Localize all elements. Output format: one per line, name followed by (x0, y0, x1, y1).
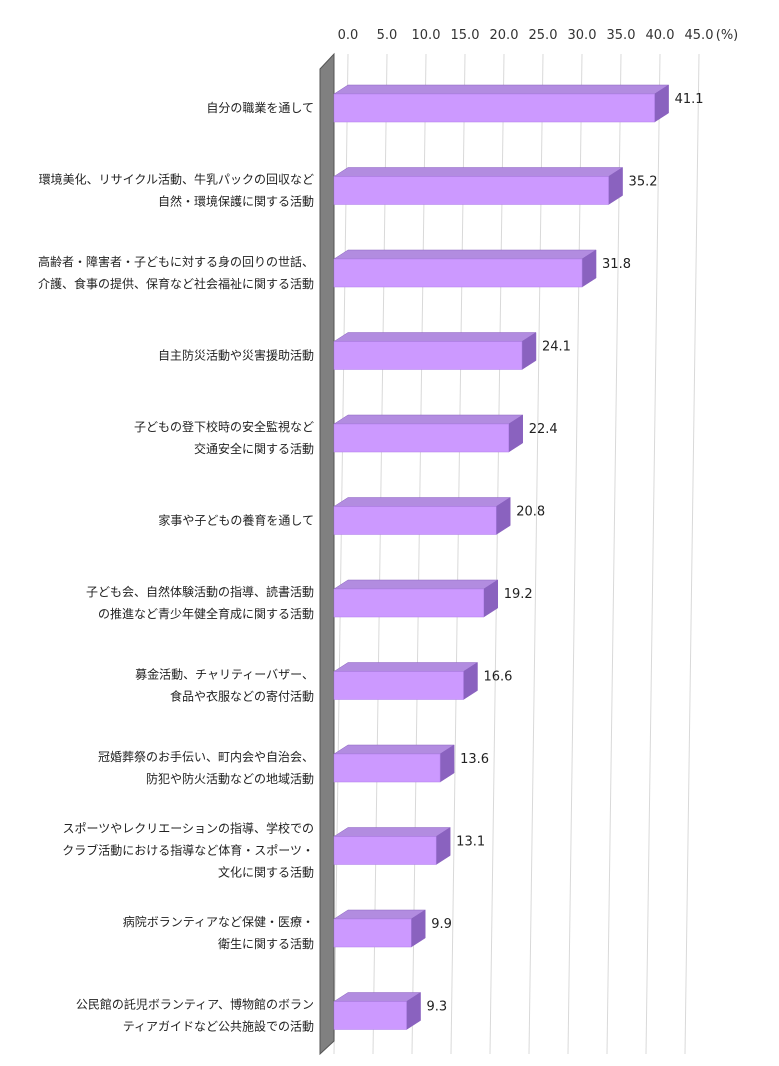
bar-top-face (333, 744, 455, 755)
bar-value-label: 9.3 (427, 1000, 448, 1015)
unit-label: (%) (716, 28, 739, 43)
bar-value-label: 35.2 (629, 175, 658, 190)
bar (333, 497, 512, 535)
bar-top-face (333, 827, 452, 837)
bar (333, 414, 524, 453)
gridline (567, 53, 583, 1055)
bar-value-label: 13.1 (456, 835, 485, 850)
bar-value-label: 31.8 (602, 257, 631, 272)
chart-wall (319, 52, 335, 1056)
bar-top-face (333, 909, 427, 920)
gridline (645, 53, 661, 1055)
bar-value-label: 24.1 (542, 340, 571, 355)
bar (333, 579, 499, 618)
bar-top-face (333, 414, 524, 425)
category-label: 高齢者・障害者・子どもに対する身の回りの世話、介護、食事の提供、保育など社会福祉… (38, 254, 314, 291)
gridline (489, 53, 505, 1055)
bar-front-face (333, 918, 412, 948)
category-label: 家事や子どもの養育を通して (158, 513, 314, 528)
category-label: 募金活動、チャリティーバザー、食品や衣服などの寄付活動 (135, 667, 314, 704)
category-label: 子どもの登下校時の安全監視など交通安全に関する活動 (134, 419, 314, 456)
bars (333, 84, 670, 1030)
bar (333, 662, 479, 700)
bar-front-face (333, 176, 609, 205)
bar-top-face (333, 84, 670, 95)
bar-value-label: 16.6 (483, 670, 512, 685)
bar-value-label: 20.8 (516, 505, 545, 520)
bar-front-face (333, 258, 583, 288)
bar-top-face (333, 662, 479, 672)
x-tick-label: 20.0 (490, 28, 519, 43)
category-label: スポーツやレクリエーションの指導、学校でのクラブ活動における指導など体育・スポー… (62, 821, 314, 880)
bar-front-face (333, 93, 655, 123)
bar (333, 249, 597, 288)
category-label: 自主防災活動や災害援助活動 (158, 348, 314, 363)
bar-front-face (333, 1001, 407, 1030)
category-label: 自分の職業を通して (206, 101, 314, 115)
x-tick-label: 15.0 (451, 28, 480, 43)
bar (333, 992, 422, 1030)
gridline (372, 53, 388, 1055)
bar-top-face (333, 992, 422, 1002)
x-tick-label: 30.0 (568, 28, 597, 43)
bar-front-face (333, 423, 509, 453)
x-tick-label: 45.0 (685, 28, 714, 43)
grid-lines (333, 53, 700, 1055)
gridline (411, 53, 427, 1055)
gridline (528, 53, 544, 1055)
bar (333, 167, 624, 205)
bar-front-face (333, 753, 441, 783)
gridline (333, 53, 349, 1055)
bar (333, 909, 427, 948)
bar-top-face (333, 579, 499, 590)
bar (333, 827, 452, 865)
gridline (450, 53, 466, 1055)
bar (333, 84, 670, 123)
x-tick-label: 0.0 (338, 28, 359, 43)
gridline (684, 53, 700, 1055)
x-tick-label: 35.0 (607, 28, 636, 43)
side-wall (319, 52, 335, 1056)
bar-front-face (333, 588, 485, 618)
category-label: 環境美化、リサイクル活動、牛乳パックの回収など自然・環境保護に関する活動 (39, 172, 314, 209)
bar-value-label: 19.2 (504, 587, 533, 602)
x-tick-label: 5.0 (377, 28, 398, 43)
bar-front-face (333, 341, 523, 370)
x-tick-label: 25.0 (529, 28, 558, 43)
bar-top-face (333, 249, 597, 260)
bar-value-label: 13.6 (460, 752, 489, 767)
category-label: 冠婚葬祭のお手伝い、町内会や自治会、防犯や防火活動などの地域活動 (98, 750, 314, 786)
bar-front-face (333, 506, 497, 535)
bar-front-face (333, 836, 437, 865)
x-tick-label: 10.0 (412, 28, 441, 43)
x-axis-ticks: 0.0 5.0 10.0 15.0 20.0 25.0 30.0 35.0 40.0 45.0 (338, 28, 714, 43)
bar-top-face (333, 167, 624, 177)
bar-value-label: 41.1 (675, 92, 704, 107)
gridline (606, 53, 622, 1055)
bar-value-label: 22.4 (529, 422, 558, 437)
bar-top-face (333, 497, 512, 507)
category-label: 病院ボランティアなど保健・医療・衛生に関する活動 (123, 914, 314, 951)
bar-front-face (333, 671, 464, 700)
bar (333, 744, 455, 783)
bar-top-face (333, 332, 537, 342)
value-labels: 41.1 35.2 31.8 24.1 22.4 20.8 19.2 16.6 13.6 13.1… (427, 92, 704, 1015)
category-label: 子ども会、自然体験活動の指導、読書活動の推進など青少年健全育成に関する活動 (86, 584, 314, 621)
x-tick-label: 40.0 (646, 28, 675, 43)
category-labels: 自分の職業を通して環境美化、リサイクル活動、牛乳パックの回収など自然・環境保護に… (38, 101, 314, 1034)
bar-value-label: 9.9 (431, 917, 452, 932)
bar (333, 332, 537, 370)
category-label: 公民館の託児ボランティア、博物館のボランティアガイドなど公共施設での活動 (76, 997, 314, 1034)
